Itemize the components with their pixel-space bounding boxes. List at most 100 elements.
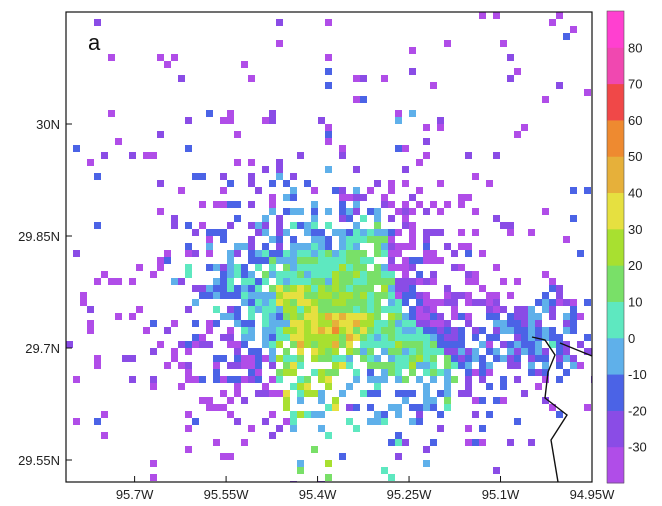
- heatmap-cell: [157, 54, 164, 61]
- heatmap-cell: [234, 285, 241, 292]
- heatmap-cell: [318, 257, 325, 264]
- heatmap-cell: [227, 271, 234, 278]
- heatmap-cell: [269, 292, 276, 299]
- heatmap-cell: [535, 348, 542, 355]
- colorbar-frame: [606, 10, 625, 484]
- heatmap-cell: [437, 348, 444, 355]
- heatmap-cell: [339, 292, 346, 299]
- heatmap-cell: [493, 299, 500, 306]
- heatmap-cell: [234, 390, 241, 397]
- heatmap-cell: [185, 376, 192, 383]
- colorbar-swatch: [607, 265, 624, 302]
- heatmap-cell: [451, 334, 458, 341]
- heatmap-cell: [325, 250, 332, 257]
- heatmap-cell: [269, 376, 276, 383]
- heatmap-cell: [423, 229, 430, 236]
- heatmap-cell: [563, 355, 570, 362]
- heatmap-cell: [283, 229, 290, 236]
- heatmap-cell: [423, 334, 430, 341]
- heatmap-cell: [381, 320, 388, 327]
- heatmap-cell: [318, 376, 325, 383]
- heatmap-cell: [276, 243, 283, 250]
- heatmap-cell: [458, 348, 465, 355]
- heatmap-cell: [227, 110, 234, 117]
- heatmap-cell: [563, 299, 570, 306]
- heatmap-cell: [437, 369, 444, 376]
- heatmap-cell: [430, 299, 437, 306]
- heatmap-cell: [234, 215, 241, 222]
- heatmap-cell: [192, 285, 199, 292]
- heatmap-cell: [248, 278, 255, 285]
- heatmap-cell: [150, 152, 157, 159]
- heatmap-cell: [262, 313, 269, 320]
- heatmap-cell: [479, 327, 486, 334]
- heatmap-cell: [374, 383, 381, 390]
- heatmap-cell: [416, 306, 423, 313]
- heatmap-cell: [304, 390, 311, 397]
- colorbar-label: -20: [628, 403, 647, 418]
- heatmap-cell: [346, 194, 353, 201]
- heatmap-cell: [157, 264, 164, 271]
- heatmap-cell: [346, 313, 353, 320]
- heatmap-cell: [584, 299, 591, 306]
- heatmap-cell: [500, 306, 507, 313]
- heatmap-cell: [430, 341, 437, 348]
- heatmap-cell: [87, 306, 94, 313]
- heatmap-cell: [472, 397, 479, 404]
- heatmap-cell: [297, 299, 304, 306]
- heatmap-cell: [493, 397, 500, 404]
- heatmap-cell: [416, 362, 423, 369]
- heatmap-cell: [220, 292, 227, 299]
- heatmap-cell: [206, 250, 213, 257]
- heatmap-cell: [150, 376, 157, 383]
- heatmap-cell: [367, 390, 374, 397]
- heatmap-cell: [451, 292, 458, 299]
- heatmap-cell: [346, 278, 353, 285]
- heatmap-cell: [570, 355, 577, 362]
- heatmap-cell: [297, 334, 304, 341]
- heatmap-cell: [388, 334, 395, 341]
- heatmap-cell: [325, 474, 332, 481]
- heatmap-cell: [500, 397, 507, 404]
- heatmap-cell: [479, 12, 486, 19]
- heatmap-cell: [507, 54, 514, 61]
- heatmap-cell: [353, 187, 360, 194]
- heatmap-cell: [346, 299, 353, 306]
- heatmap-cell: [423, 362, 430, 369]
- heatmap-cell: [276, 334, 283, 341]
- heatmap-cell: [213, 292, 220, 299]
- heatmap-cell: [87, 327, 94, 334]
- heatmap-cell: [409, 306, 416, 313]
- heatmap-cell: [521, 334, 528, 341]
- heatmap-cell: [381, 194, 388, 201]
- heatmap-cell: [227, 411, 234, 418]
- plot-frame: [65, 11, 593, 483]
- heatmap-cell: [283, 257, 290, 264]
- colorbar-swatch: [607, 156, 624, 194]
- heatmap-cell: [514, 418, 521, 425]
- x-tick-label: 95.1W: [482, 487, 520, 502]
- heatmap-cell: [332, 341, 339, 348]
- heatmap-cell: [332, 278, 339, 285]
- heatmap-cell: [430, 201, 437, 208]
- heatmap-cell: [339, 145, 346, 152]
- heatmap-cell: [94, 418, 101, 425]
- heatmap-cell: [332, 292, 339, 299]
- heatmap-cell: [570, 362, 577, 369]
- heatmap-cell: [276, 229, 283, 236]
- heatmap-cell: [255, 187, 262, 194]
- heatmap-cell: [220, 271, 227, 278]
- heatmap-cell: [409, 327, 416, 334]
- heatmap-cell: [262, 383, 269, 390]
- heatmap-cell: [115, 138, 122, 145]
- heatmap-cell: [269, 285, 276, 292]
- heatmap-cell: [549, 404, 556, 411]
- heatmap-cell: [416, 278, 423, 285]
- heatmap-cell: [269, 362, 276, 369]
- heatmap-cell: [570, 327, 577, 334]
- heatmap-cell: [374, 411, 381, 418]
- heatmap-cell: [381, 201, 388, 208]
- heatmap-cell: [262, 271, 269, 278]
- heatmap-cell: [430, 439, 437, 446]
- heatmap-cell: [157, 341, 164, 348]
